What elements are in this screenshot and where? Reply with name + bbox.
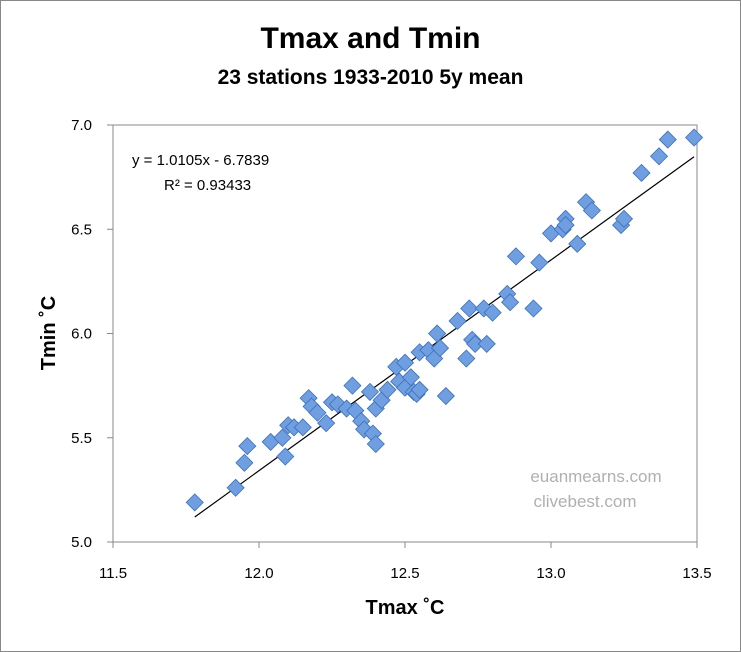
trendline-equation: y = 1.0105x - 6.7839 (132, 152, 269, 169)
data-point (410, 380, 429, 399)
data-point (457, 349, 476, 368)
plot-axes: 11.5 12.0 12.5 13.0 13.5 5.0 5.5 6.0 6.5 7.0 (71, 117, 711, 582)
data-point (293, 418, 312, 437)
chart-title: Tmax and Tmin (260, 22, 481, 55)
data-point (477, 334, 496, 353)
data-point (436, 386, 455, 406)
data-point (308, 403, 327, 422)
data-point (506, 247, 526, 266)
data-point (238, 437, 257, 456)
data-point (395, 353, 415, 372)
x-tick-label: 13.0 (536, 565, 565, 582)
trendline-group (194, 156, 695, 518)
y-axis-label: Tmin ˚C (37, 296, 60, 370)
data-point (614, 209, 634, 228)
data-point (524, 299, 543, 318)
data-point (428, 324, 447, 343)
x-tick-label: 12.0 (244, 565, 273, 582)
data-point (483, 303, 502, 322)
y-tick-label: 5.0 (71, 534, 92, 551)
data-point (276, 447, 295, 466)
x-tick-label: 11.5 (99, 565, 127, 582)
data-point (378, 380, 397, 399)
data-point (582, 201, 601, 220)
data-point (649, 147, 669, 166)
data-point (226, 478, 245, 497)
data-point (685, 128, 704, 147)
y-tick-label: 5.5 (71, 430, 92, 447)
x-tick-label: 12.5 (390, 565, 419, 582)
watermark-euanmearns: euanmearns.com (530, 467, 661, 486)
data-point (460, 299, 479, 318)
chart-subtitle: 23 stations 1933-2010 5y mean (217, 66, 524, 89)
data-point (235, 453, 254, 472)
data-point (632, 163, 651, 183)
data-point (360, 382, 380, 401)
data-point (448, 311, 467, 331)
data-point (317, 414, 336, 433)
data-point (530, 253, 549, 272)
data-point (556, 216, 575, 235)
data-point (658, 130, 677, 149)
data-point (366, 434, 385, 454)
y-tick-label: 6.0 (71, 326, 92, 343)
data-point (343, 376, 362, 395)
watermark-clivebest: clivebest.com (534, 492, 637, 511)
data-point (568, 234, 587, 253)
x-tick-label: 13.5 (682, 565, 711, 582)
data-point (501, 293, 520, 312)
data-points (185, 128, 704, 512)
trendline (194, 156, 695, 518)
trendline-r-squared: R² = 0.93433 (164, 177, 251, 194)
y-tick-label: 7.0 (71, 117, 92, 134)
data-point (185, 493, 204, 512)
x-axis-label: Tmax ˚C (366, 596, 445, 619)
data-point (273, 428, 292, 447)
y-tick-label: 6.5 (71, 221, 92, 238)
data-point (430, 339, 450, 358)
